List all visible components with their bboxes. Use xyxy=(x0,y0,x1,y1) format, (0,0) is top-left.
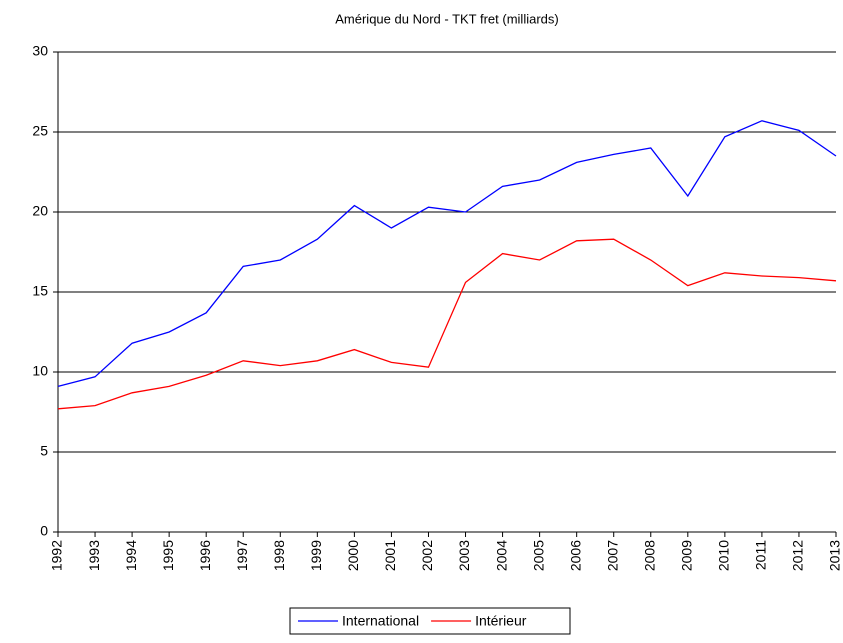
x-tick-label: 2010 xyxy=(716,540,732,571)
y-tick-label: 15 xyxy=(32,283,48,299)
x-tick-label: 1996 xyxy=(197,540,213,571)
x-tick-label: 1994 xyxy=(123,540,139,571)
x-tick-label: 2002 xyxy=(419,540,435,571)
x-tick-label: 2009 xyxy=(679,540,695,571)
x-tick-label: 2001 xyxy=(382,540,398,571)
x-tick-label: 1999 xyxy=(308,540,324,571)
x-tick-label: 2003 xyxy=(456,540,472,571)
x-tick-label: 2007 xyxy=(604,540,620,571)
y-tick-label: 30 xyxy=(32,43,48,59)
x-tick-label: 2012 xyxy=(790,540,806,571)
y-tick-label: 5 xyxy=(40,443,48,459)
line xyxy=(57,238,837,410)
legend-label: International xyxy=(342,613,419,629)
x-tick-label: 2013 xyxy=(827,540,843,571)
x-tick-label: 1995 xyxy=(160,540,176,571)
x-tick-label: 2006 xyxy=(567,540,583,571)
x-tick-label: 2008 xyxy=(641,540,657,571)
x-tick-label: 2011 xyxy=(753,540,769,570)
y-tick-label: 0 xyxy=(40,523,48,539)
x-tick-label: 1997 xyxy=(234,540,250,571)
y-tick-label: 10 xyxy=(32,363,48,379)
x-tick-label: 1998 xyxy=(271,540,287,571)
legend-label: Intérieur xyxy=(475,613,527,629)
y-tick-label: 25 xyxy=(32,123,48,139)
x-tick-label: 2005 xyxy=(530,540,546,571)
x-tick-label: 1993 xyxy=(86,540,102,571)
chart-title: Amérique du Nord - TKT fret (milliards) xyxy=(335,11,558,26)
x-tick-label: 2000 xyxy=(345,540,361,571)
x-tick-label: 2004 xyxy=(493,540,509,571)
y-tick-label: 20 xyxy=(32,203,48,219)
x-tick-label: 1992 xyxy=(49,540,65,571)
legend: International Intérieur xyxy=(289,607,571,635)
line xyxy=(57,120,837,388)
